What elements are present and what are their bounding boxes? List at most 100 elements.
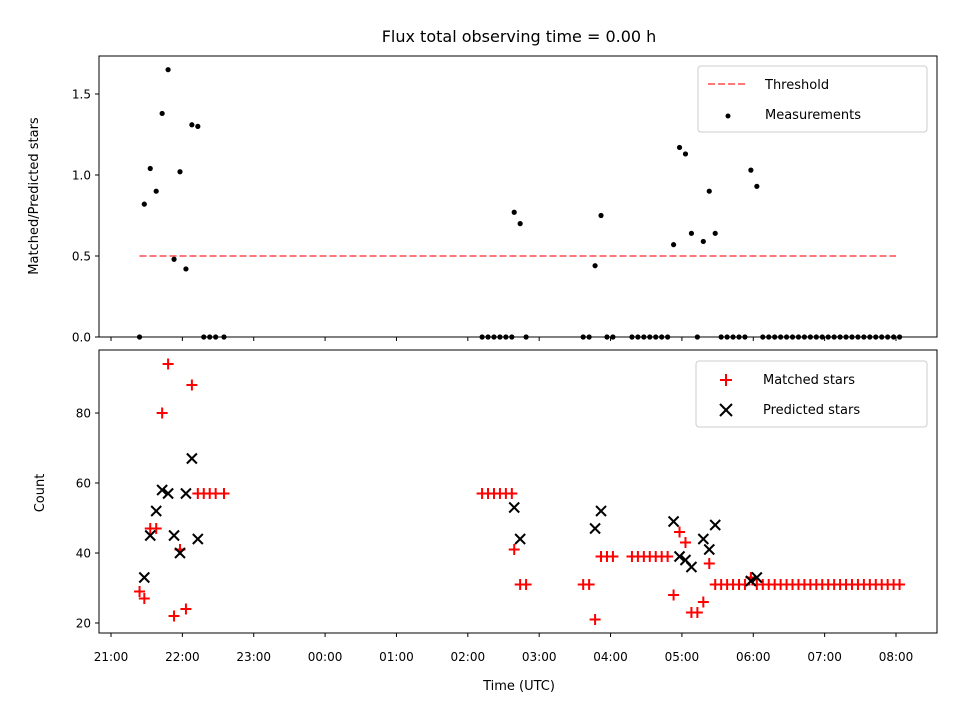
measurement-point xyxy=(195,123,201,129)
predicted-star-stroke xyxy=(697,533,710,545)
measurement-point xyxy=(177,169,183,175)
predicted-star-point xyxy=(144,529,156,542)
measurement-point xyxy=(688,230,695,236)
x-tick-label: 22:00 xyxy=(165,650,200,664)
legend-predicted-x-icon xyxy=(719,403,733,417)
bottom-plot-area xyxy=(134,358,906,625)
top-x-axis xyxy=(110,337,897,341)
predicted-star-stroke xyxy=(709,519,721,531)
x-tick-label: 07:00 xyxy=(807,650,842,664)
x-tick-label: 06:00 xyxy=(736,650,771,664)
bottom-y-axis: 20 40 60 80 xyxy=(76,407,99,631)
matched-star-point xyxy=(691,607,703,618)
x-tick-label: 08:00 xyxy=(879,650,914,664)
predicted-star-stroke xyxy=(751,571,763,584)
matched-star-point xyxy=(583,579,595,590)
predicted-star-stroke xyxy=(685,561,698,573)
predicted-star-stroke xyxy=(589,522,601,535)
predicted-star-point xyxy=(751,571,763,584)
top-y-axis: 0.0 0.5 1.0 1.5 xyxy=(72,88,99,345)
predicted-star-stroke xyxy=(156,484,168,496)
bottom-x-axis: 21:00 22:00 23:00 00:00 01:00 02:00 03:00 04:00… xyxy=(94,633,914,664)
bottom-y-tick-label: 60 xyxy=(76,477,91,491)
predicted-star-stroke xyxy=(138,571,151,584)
matched-star-point xyxy=(218,488,230,499)
x-tick-label: 04:00 xyxy=(593,650,628,664)
predicted-star-stroke xyxy=(144,529,156,542)
predicted-star-stroke xyxy=(150,505,162,517)
measurement-point xyxy=(706,188,712,194)
bottom-legend-box xyxy=(695,360,928,428)
bottom-panel: 20 40 60 80 21:00 22:00 23:00 00:00 01:00 02:00 0… xyxy=(33,349,938,694)
matched-star-point xyxy=(697,596,709,608)
measurement-point xyxy=(682,151,689,157)
top-y-tick-label: 1.5 xyxy=(72,88,91,102)
matched-star-point xyxy=(506,488,518,499)
matched-star-point xyxy=(134,586,146,597)
chart-title: Flux total observing time = 0.00 h xyxy=(382,27,657,46)
top-legend: Threshold Measurements xyxy=(697,65,928,133)
predicted-star-stroke xyxy=(679,554,692,566)
bottom-y-tick-label: 80 xyxy=(76,407,91,421)
measurement-point xyxy=(748,167,754,173)
x-tick-label: 05:00 xyxy=(665,650,700,664)
x-tick-label: 02:00 xyxy=(451,650,486,664)
bottom-y-tick-label: 20 xyxy=(76,617,91,631)
predicted-star-point xyxy=(162,487,174,500)
measurement-point xyxy=(754,183,760,189)
predicted-star-stroke xyxy=(508,501,520,514)
predicted-star-stroke xyxy=(667,515,680,528)
matched-star-point xyxy=(703,558,715,569)
matched-star-point xyxy=(668,589,680,601)
predicted-star-stroke xyxy=(745,575,757,587)
measurement-point xyxy=(165,67,171,73)
predicted-star-stroke xyxy=(186,452,198,465)
top-plot-area xyxy=(136,67,903,340)
matched-star-point xyxy=(662,551,674,562)
predicted-star-point xyxy=(174,547,186,559)
predicted-star-point xyxy=(589,522,601,535)
predicted-star-point xyxy=(186,452,198,465)
measurement-point xyxy=(670,242,677,248)
measurement-point xyxy=(171,256,177,262)
matched-star-point xyxy=(520,579,532,590)
matched-star-point xyxy=(508,544,520,555)
top-legend-box xyxy=(697,65,928,133)
matched-star-point xyxy=(156,407,168,419)
predicted-star-point xyxy=(709,519,721,531)
measurement-point xyxy=(676,144,683,151)
top-panel: 0.0 0.5 1.0 1.5 Matched/Predicted stars Thr… xyxy=(27,55,938,345)
top-axes-frame xyxy=(98,55,938,338)
predicted-star-stroke xyxy=(514,533,526,545)
matched-star-point xyxy=(150,523,162,534)
bottom-y-tick-label: 40 xyxy=(76,547,91,561)
predicted-star-stroke xyxy=(162,487,174,500)
matched-star-point xyxy=(607,551,619,562)
matched-star-point xyxy=(674,526,686,538)
x-tick-label: 23:00 xyxy=(236,650,271,664)
measurement-point xyxy=(517,221,523,227)
matched-star-point xyxy=(162,358,174,370)
predicted-star-stroke xyxy=(673,550,686,563)
predicted-star-point xyxy=(514,533,526,545)
bottom-legend: Matched stars Predicted stars xyxy=(695,360,928,428)
predicted-star-stroke xyxy=(174,547,186,559)
predicted-star-stroke xyxy=(168,529,180,542)
matched-star-point xyxy=(894,579,906,590)
measurement-point xyxy=(147,165,153,172)
matched-star-point xyxy=(679,537,691,548)
legend-predicted-label: Predicted stars xyxy=(763,403,860,418)
measurement-point xyxy=(700,238,706,245)
matched-star-point xyxy=(180,603,192,615)
measurement-point xyxy=(183,266,189,272)
x-axis-label: Time (UTC) xyxy=(482,679,555,694)
legend-matched-label: Matched stars xyxy=(763,373,855,388)
legend-measurements-label: Measurements xyxy=(765,108,861,123)
bottom-y-axis-label: Count xyxy=(33,474,48,513)
x-tick-label: 21:00 xyxy=(94,650,129,664)
predicted-star-point xyxy=(156,484,168,496)
top-y-tick-label: 1.0 xyxy=(72,169,91,183)
legend-matched-plus-icon xyxy=(720,374,732,386)
predicted-star-point xyxy=(150,505,162,517)
measurement-point xyxy=(153,188,159,194)
